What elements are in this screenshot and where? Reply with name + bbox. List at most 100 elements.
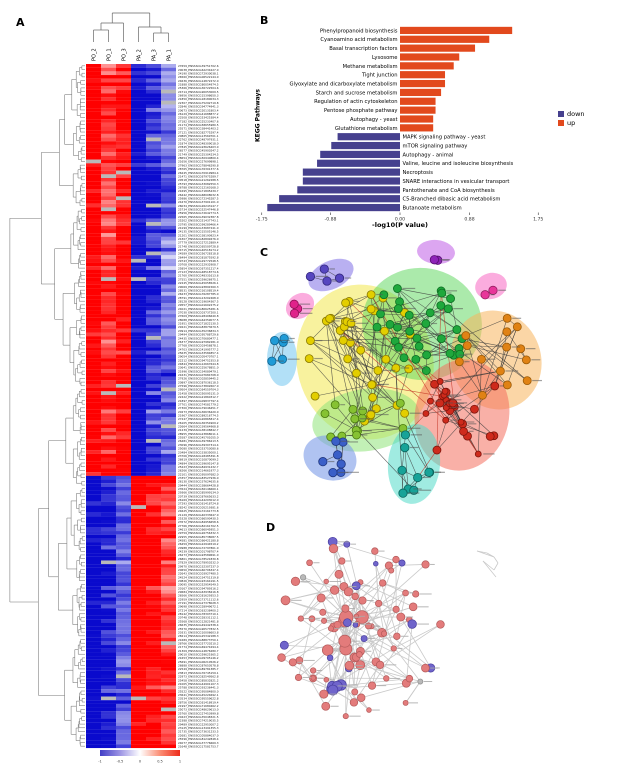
heatmap-cell xyxy=(116,406,131,410)
kegg-bar-category: Pentose phosphate pathway xyxy=(324,108,398,114)
heatmap-cell xyxy=(86,155,101,160)
node-label xyxy=(315,618,320,620)
heatmap-cell xyxy=(101,262,116,267)
heatmap-cell xyxy=(101,641,116,646)
heatmap-cell xyxy=(101,376,116,381)
heatmap-row-label: 20865_ENSSSCG13569701.1 xyxy=(178,134,219,138)
heatmap-cell xyxy=(86,483,101,487)
network-edge xyxy=(371,623,413,686)
heatmap-cell xyxy=(86,630,101,635)
heatmap-row-label: 26566_ENSSSCG81629353.5 xyxy=(178,594,219,598)
node-label xyxy=(446,290,458,292)
heatmap-cell xyxy=(86,376,101,381)
heatmap-cell xyxy=(161,269,176,274)
heatmap-cell xyxy=(146,394,161,399)
network-edge xyxy=(507,348,522,386)
panel-b-label: B xyxy=(260,14,269,27)
kegg-bar-up xyxy=(400,53,460,61)
heatmap-cell xyxy=(116,159,131,164)
network-c-node-labels xyxy=(277,259,542,494)
heatmap-cell xyxy=(161,520,176,524)
heatmap-cell xyxy=(131,512,146,517)
node-label xyxy=(359,615,366,617)
heatmap-cell xyxy=(101,86,116,90)
heatmap-row-label: 27768_ENSSSCG03456878.1 xyxy=(178,344,219,348)
heatmap-cell xyxy=(131,225,146,230)
heatmap-row-label: 22973_ENSSSCG82549562.8 xyxy=(178,675,219,679)
heatmap-cell xyxy=(131,417,146,421)
network-node-light-green xyxy=(395,398,405,408)
heatmap-cell xyxy=(86,714,101,719)
heatmap-cell xyxy=(101,111,116,116)
heatmap-cell xyxy=(131,303,146,307)
node-label xyxy=(349,715,361,717)
heatmap-cell xyxy=(146,141,161,145)
heatmap-cell xyxy=(116,681,131,686)
heatmap-cell xyxy=(86,508,101,513)
heatmap-cell xyxy=(116,273,131,278)
heatmap-row-label: 25522_ENSSSCG95084800.0 xyxy=(178,689,219,693)
heatmap-row-label: 27121_ENSSSCG82775297.4 xyxy=(178,130,219,134)
heatmap-cell xyxy=(146,225,161,230)
heatmap-cell xyxy=(161,115,176,120)
heatmap-row-label: 21689_ENSSSCG88873750.1 xyxy=(178,638,219,642)
node-label xyxy=(403,307,416,310)
heatmap-row-label: 20038_ENSSSCG62234227.0 xyxy=(178,68,219,72)
heatmap-row-label: 20673_ENSSSCG20131803.4 xyxy=(178,108,219,112)
heatmap-cell xyxy=(146,674,161,679)
heatmap-row-label: 25635_ENSSSCG33584857.4 xyxy=(178,351,219,355)
heatmap-cell xyxy=(161,325,176,329)
heatmap-cell xyxy=(116,652,131,657)
heatmap-cell xyxy=(116,479,131,484)
node-label xyxy=(361,372,371,374)
heatmap-cell xyxy=(101,512,116,517)
heatmap-cell xyxy=(146,615,161,620)
heatmap-cell xyxy=(116,442,131,447)
heatmap-row-label: 22959_ENSSSCG73711112.6 xyxy=(178,597,219,601)
network-node-down-protein xyxy=(398,559,406,567)
network-node-yellow xyxy=(304,354,314,364)
heatmap-row-label: 22565_ENSSSCG39032387.8 xyxy=(178,215,219,219)
heatmap-cell xyxy=(131,75,146,79)
heatmap-row-label: 23484_ENSSSCG33835000.1 xyxy=(178,450,219,454)
network-node-up-protein xyxy=(321,701,331,711)
network-node-orange xyxy=(512,322,522,332)
heatmap-cell xyxy=(131,475,146,480)
heatmap-cell xyxy=(131,424,146,429)
heatmap-cell xyxy=(131,383,146,388)
heatmap-cell xyxy=(131,126,146,131)
heatmap-row-label: 29069_ENSSSCG93891560.3 xyxy=(178,285,219,289)
heatmap-cell xyxy=(146,608,161,612)
heatmap-cell xyxy=(86,277,101,282)
heatmap-cell xyxy=(101,93,116,98)
heatmap-cell xyxy=(131,203,146,208)
heatmap-cell xyxy=(161,303,176,307)
heatmap-cell xyxy=(131,104,146,109)
heatmap-cell xyxy=(116,189,131,193)
heatmap-cell xyxy=(86,269,101,274)
heatmap-cell xyxy=(146,258,161,263)
heatmap-cell xyxy=(116,97,131,101)
heatmap-cell xyxy=(131,181,146,186)
heatmap-cell xyxy=(86,133,101,138)
heatmap-cell xyxy=(131,269,146,274)
heatmap-cell xyxy=(101,97,116,101)
heatmap-cell xyxy=(86,119,101,123)
heatmap-row-label: 24307_ENSSSCG82899476.0 xyxy=(178,237,219,241)
kegg-bar-category: Glyoxylate and dicarboxylate metabolism xyxy=(290,81,398,87)
heatmap-cell xyxy=(131,328,146,333)
heatmap-cell xyxy=(161,262,176,267)
network-edge xyxy=(379,624,441,666)
heatmap-cell xyxy=(161,689,176,693)
network-edge xyxy=(397,288,442,339)
heatmap-cell xyxy=(161,365,176,370)
heatmap-cell xyxy=(161,277,176,282)
heatmap-cell xyxy=(116,240,131,245)
heatmap-row-label: 25366_ENSSSCG36722504.6 xyxy=(178,86,219,90)
heatmap-cell xyxy=(131,534,146,539)
node-label xyxy=(458,354,468,356)
node-label xyxy=(403,346,408,348)
heatmap-cell xyxy=(86,604,101,609)
heatmap-row-label: 23572_ENSSSCG84956658.6 xyxy=(178,520,219,524)
network-node-up-protein xyxy=(366,707,372,713)
